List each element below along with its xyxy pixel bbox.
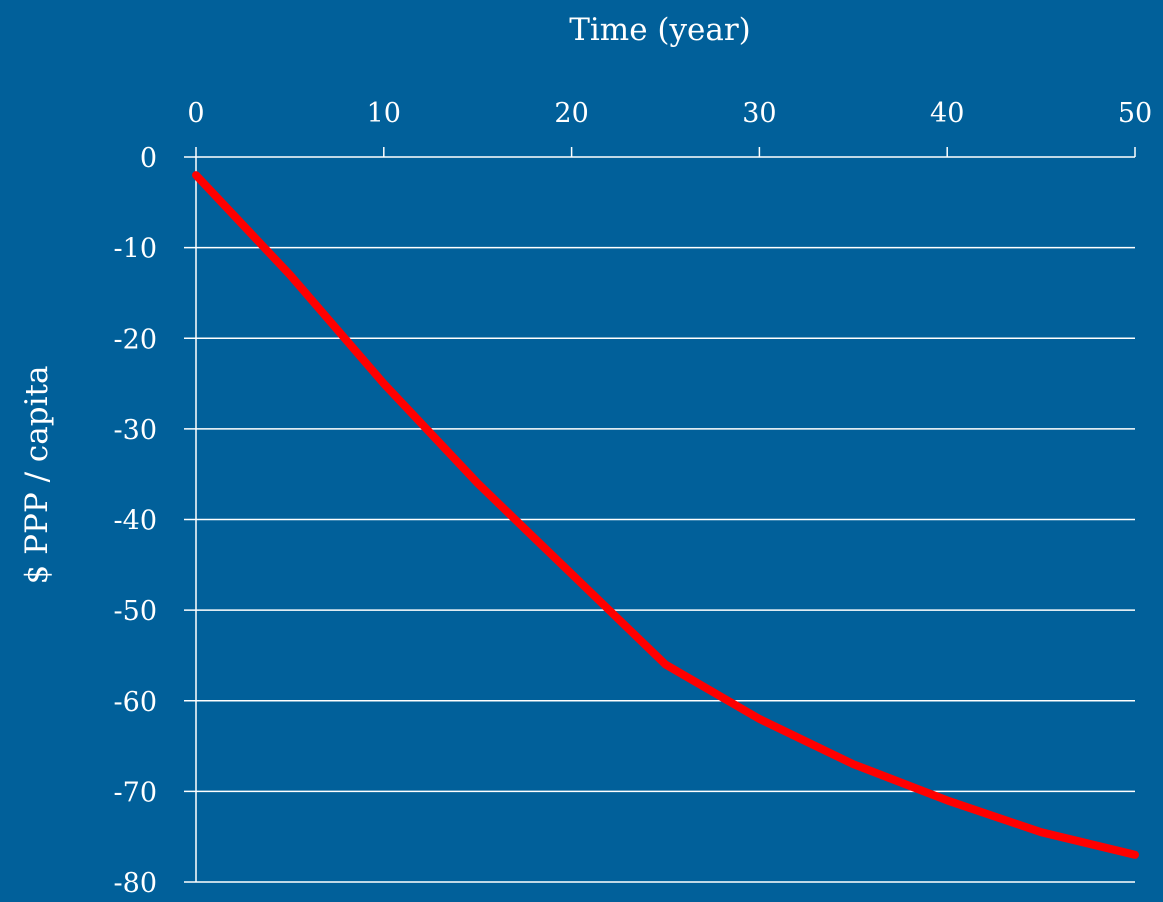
y-tick-label: -60	[114, 687, 157, 718]
x-tick-label: 0	[187, 98, 204, 129]
y-tick-label: -10	[114, 234, 157, 265]
tick-labels: 0 -10 -20 -30 -40 -50 -60 -70 -80 0 10 20 30 40 50	[114, 98, 1153, 899]
y-tick-label: -30	[114, 415, 157, 446]
x-tick-label: 40	[930, 98, 964, 129]
x-tick-label: 10	[367, 98, 401, 129]
y-tick-label: -80	[114, 868, 157, 899]
y-tick-label: -40	[114, 506, 157, 537]
x-tick-label: 20	[554, 98, 588, 129]
x-axis-title: Time (year)	[569, 12, 751, 48]
y-tick-label: -20	[114, 324, 157, 355]
y-axis-title: $ PPP / capita	[19, 366, 55, 585]
series-layer	[192, 171, 1139, 859]
x-tick-label: 30	[742, 98, 776, 129]
gridlines	[196, 246, 1135, 883]
y-tick-label: 0	[140, 143, 157, 174]
axes	[184, 147, 1136, 883]
x-tick-label: 50	[1118, 98, 1152, 129]
y-tick-label: -50	[114, 596, 157, 627]
y-tick-label: -70	[114, 777, 157, 808]
series-line	[192, 171, 1139, 859]
